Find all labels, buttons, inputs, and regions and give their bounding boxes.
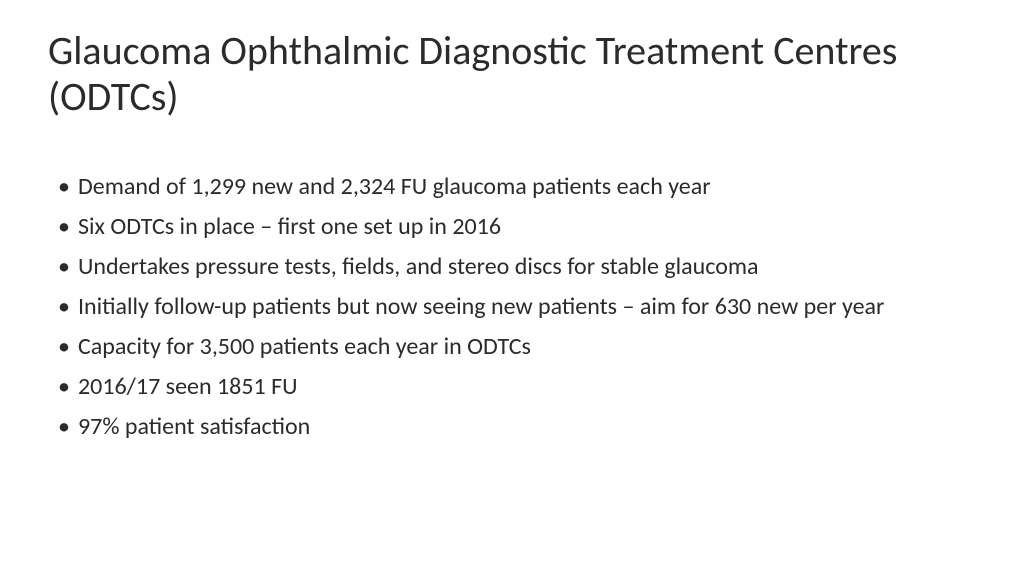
list-item: Six ODTCs in place – first one set up in… bbox=[56, 212, 976, 242]
bullet-list: Demand of 1,299 new and 2,324 FU glaucom… bbox=[48, 172, 976, 442]
list-item: Initially follow-up patients but now see… bbox=[56, 292, 976, 322]
list-item: 97% patient satisfaction bbox=[56, 412, 976, 442]
slide-title: Glaucoma Ophthalmic Diagnostic Treatment… bbox=[48, 28, 976, 120]
list-item: Capacity for 3,500 patients each year in… bbox=[56, 332, 976, 362]
list-item: 2016/17 seen 1851 FU bbox=[56, 372, 976, 402]
list-item: Undertakes pressure tests, fields, and s… bbox=[56, 252, 976, 282]
list-item: Demand of 1,299 new and 2,324 FU glaucom… bbox=[56, 172, 976, 202]
